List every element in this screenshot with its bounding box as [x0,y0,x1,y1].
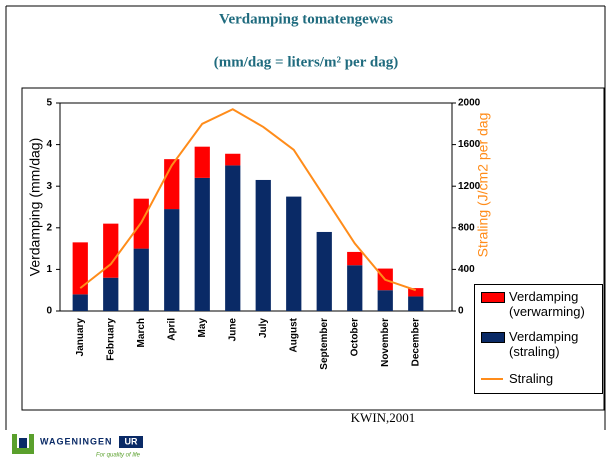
logo-text: WAGENINGEN [40,436,113,446]
y-tick-label: 4 [46,139,52,150]
logo-badge: UR [125,436,138,446]
y-tick-label: 2 [46,222,52,233]
y2-tick-label: 1200 [458,181,481,192]
bar [133,248,149,311]
source: KWIN,2001 [351,410,416,425]
y2-axis-label: Straling (J/cm2 per dag [475,113,491,258]
chart-subtitle: (mm/dag = liters/m² per dag) [214,54,398,70]
x-tick-label: January [75,318,86,357]
x-tick-label: February [105,318,116,361]
y-tick-label: 0 [46,306,52,317]
bar [286,196,302,311]
logo-icon [19,438,27,448]
x-tick-label: October [349,318,360,356]
legend-label: Verdamping (straling) [509,329,579,359]
bar [408,296,424,311]
x-tick-label: July [258,318,269,338]
x-tick-label: March [136,318,147,347]
y-tick-label: 5 [46,98,52,109]
chart-frame [21,87,605,411]
logo: WAGENINGEN UR For quality of life [12,434,143,459]
y2-tick-label: 2000 [458,98,481,109]
legend-swatch [481,292,505,303]
logo-tagline: For quality of life [96,453,141,459]
bar [377,290,393,311]
y-tick-label: 3 [46,181,52,192]
bar [194,146,210,178]
x-tick-label: June [227,318,238,342]
bar [225,165,241,311]
legend: Verdamping (verwarming) Verdamping (stral… [474,284,603,394]
chart-title: Verdamping tomatengewas [219,11,393,27]
x-tick-label: May [197,318,208,338]
legend-swatch [481,332,505,343]
y2-tick-label: 800 [458,222,475,233]
y2-tick-label: 400 [458,264,475,275]
x-tick-label: November [380,318,391,367]
x-tick-label: August [288,317,299,352]
bar [347,265,363,311]
y-axis-label: Verdamping (mm/dag) [27,138,43,277]
legend-swatch [481,378,503,380]
y2-tick-label: 0 [458,306,464,317]
x-tick-label: April [166,318,177,341]
bar [347,251,363,266]
y-tick-label: 1 [46,264,52,275]
bar [408,288,424,297]
line [79,108,417,292]
bar [103,277,119,311]
bar [103,223,119,278]
logo-badge-bg [119,436,143,448]
bar [72,242,88,295]
bar [225,153,241,166]
legend-label: Straling [509,371,554,386]
bar [164,209,180,311]
x-tick-label: September [319,318,330,370]
legend-label: Verdamping (verwarming) [509,289,585,319]
bar [316,231,332,311]
x-tick-label: December [410,318,421,366]
y2-tick-label: 1600 [458,139,481,150]
bar [194,177,210,311]
bar [255,179,271,311]
bar [72,294,88,311]
